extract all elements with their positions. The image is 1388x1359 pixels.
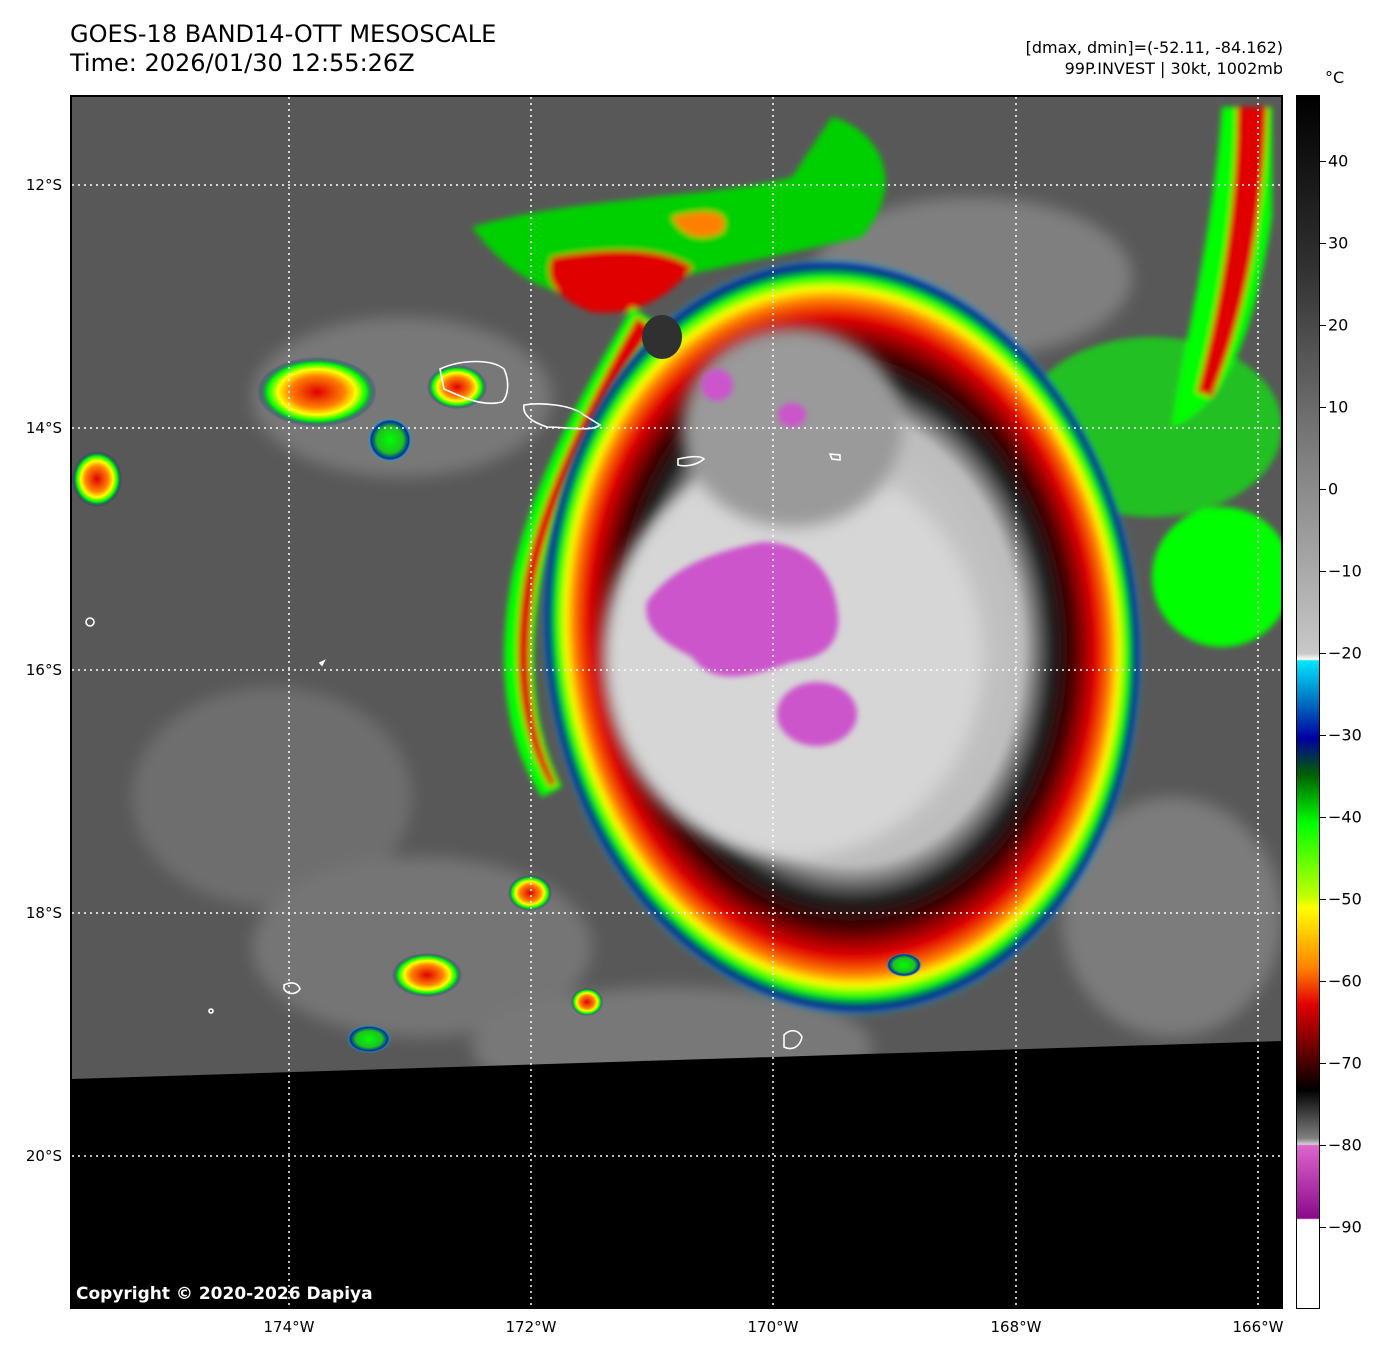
colorbar-tick — [1320, 652, 1326, 654]
lat-label-18s: 18°S — [25, 904, 62, 922]
colorbar-tick-label: −90 — [1328, 1217, 1362, 1237]
colorbar-tick-label: −50 — [1328, 889, 1362, 909]
colorbar-tick-label: −20 — [1328, 643, 1362, 663]
colorbar-tick-label: −40 — [1328, 807, 1362, 827]
lon-label-166w: 166°W — [1232, 1318, 1284, 1336]
colorbar-tick — [1320, 980, 1326, 982]
title-line-2: Time: 2026/01/30 12:55:26Z — [70, 49, 415, 77]
colorbar-tick-label: −30 — [1328, 725, 1362, 745]
colorbar-tick-label: 0 — [1328, 479, 1339, 499]
lat-lon-grid — [72, 97, 1281, 1307]
chart-title: GOES-18 BAND14-OTT MESOSCALE Time: 2026/… — [70, 20, 496, 78]
island-coastlines — [85, 360, 841, 1133]
copyright: Copyright © 2020-2026 Dapiya — [76, 1284, 373, 1304]
colorbar-tick — [1320, 324, 1326, 326]
lat-label-14s: 14°S — [25, 419, 62, 437]
colorbar-tick — [1320, 898, 1326, 900]
satellite-map — [70, 95, 1283, 1309]
colorbar-tick-label: 10 — [1328, 397, 1349, 417]
lon-label-168w: 168°W — [990, 1318, 1042, 1336]
colorbar-tick — [1320, 1226, 1326, 1228]
lon-label-172w: 172°W — [505, 1318, 557, 1336]
title-line-1: GOES-18 BAND14-OTT MESOSCALE — [70, 20, 497, 48]
colorbar-tick — [1320, 488, 1326, 490]
colorbar-tick — [1320, 734, 1326, 736]
isolated-cells — [72, 357, 922, 1053]
colorbar — [1296, 95, 1320, 1309]
satellite-image — [72, 97, 1281, 1307]
colorbar-tick — [1320, 1144, 1326, 1146]
colorbar-tick-label: −80 — [1328, 1135, 1362, 1155]
colorbar-tick — [1320, 160, 1326, 162]
lon-label-170w: 170°W — [747, 1318, 799, 1336]
coldest-cloud-tops — [646, 369, 857, 746]
colorbar-tick-label: 40 — [1328, 151, 1349, 171]
dmax-dmin: [dmax, dmin]=(-52.11, -84.162) — [1025, 38, 1283, 57]
lat-label-16s: 16°S — [25, 661, 62, 679]
colorbar-tick — [1320, 242, 1326, 244]
lon-label-174w: 174°W — [263, 1318, 315, 1336]
lat-label-20s: 20°S — [25, 1147, 62, 1165]
colorbar-tick — [1320, 570, 1326, 572]
colorbar-tick — [1320, 406, 1326, 408]
colorbar-tick — [1320, 816, 1326, 818]
colorbar-tick-label: −10 — [1328, 561, 1362, 581]
colorbar-tick-label: 30 — [1328, 233, 1349, 253]
colorbar-tick-label: −60 — [1328, 971, 1362, 991]
storm-metadata: [dmax, dmin]=(-52.11, -84.162) 99P.INVES… — [1026, 37, 1283, 79]
lat-label-12s: 12°S — [25, 176, 62, 194]
storm-info: 99P.INVEST | 30kt, 1002mb — [1064, 59, 1283, 78]
colorbar-tick-label: 20 — [1328, 315, 1349, 335]
colorbar-tick-label: −70 — [1328, 1053, 1362, 1073]
no-data-region — [72, 1041, 1281, 1307]
colorbar-tick — [1320, 1062, 1326, 1064]
colorbar-unit: °C — [1325, 68, 1345, 87]
